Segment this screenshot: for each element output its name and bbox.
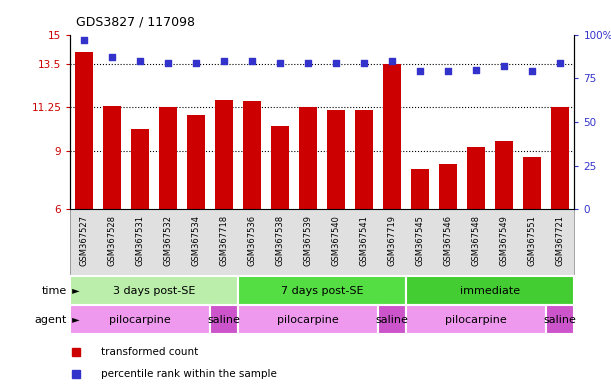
Text: ►: ► <box>69 314 79 325</box>
Point <box>527 68 537 74</box>
Bar <box>271 126 290 209</box>
Point <box>191 60 201 66</box>
Bar <box>496 141 513 209</box>
Text: GSM367528: GSM367528 <box>108 215 117 266</box>
Bar <box>215 99 233 209</box>
Bar <box>523 157 541 209</box>
Point <box>136 58 145 64</box>
Text: saline: saline <box>376 314 409 325</box>
Bar <box>411 169 430 209</box>
Bar <box>238 276 406 305</box>
Text: GSM367551: GSM367551 <box>528 215 537 265</box>
Text: ►: ► <box>69 286 79 296</box>
Text: GSM367536: GSM367536 <box>248 215 257 266</box>
Text: GSM367538: GSM367538 <box>276 215 285 266</box>
Bar <box>327 110 345 209</box>
Text: GSM367546: GSM367546 <box>444 215 453 266</box>
Text: GSM367719: GSM367719 <box>388 215 397 266</box>
Text: GSM367718: GSM367718 <box>220 215 229 266</box>
Bar <box>383 64 401 209</box>
Bar <box>355 110 373 209</box>
Point <box>219 58 229 64</box>
Text: GSM367534: GSM367534 <box>192 215 201 266</box>
Text: GSM367545: GSM367545 <box>416 215 425 265</box>
Text: pilocarpine: pilocarpine <box>277 314 339 325</box>
Bar <box>70 305 210 334</box>
Text: immediate: immediate <box>460 286 521 296</box>
Point <box>108 54 117 60</box>
Point <box>415 68 425 74</box>
Bar <box>243 101 262 209</box>
Bar <box>70 276 238 305</box>
Text: saline: saline <box>544 314 577 325</box>
Point <box>444 68 453 74</box>
Bar <box>551 108 569 209</box>
Text: GSM367721: GSM367721 <box>556 215 565 266</box>
Text: pilocarpine: pilocarpine <box>445 314 507 325</box>
Text: saline: saline <box>208 314 241 325</box>
Point <box>276 60 285 66</box>
Text: transformed count: transformed count <box>101 346 198 357</box>
Bar <box>467 147 485 209</box>
Text: GSM367539: GSM367539 <box>304 215 313 266</box>
Text: GSM367527: GSM367527 <box>80 215 89 266</box>
Text: GSM367531: GSM367531 <box>136 215 145 266</box>
Bar <box>299 108 317 209</box>
Point <box>247 58 257 64</box>
Bar <box>546 305 574 334</box>
Point <box>472 66 481 73</box>
Bar <box>187 115 205 209</box>
Bar <box>75 52 93 209</box>
Text: GSM367549: GSM367549 <box>500 215 509 265</box>
Text: percentile rank within the sample: percentile rank within the sample <box>101 369 277 379</box>
Text: GDS3827 / 117098: GDS3827 / 117098 <box>76 16 196 29</box>
Point <box>163 60 173 66</box>
Bar <box>406 305 546 334</box>
Text: GSM367540: GSM367540 <box>332 215 341 265</box>
Text: agent: agent <box>35 314 67 325</box>
Bar <box>378 305 406 334</box>
Point <box>555 60 565 66</box>
Bar <box>131 129 149 209</box>
Point <box>304 60 313 66</box>
Text: GSM367548: GSM367548 <box>472 215 481 266</box>
Point <box>79 37 89 43</box>
Text: GSM367532: GSM367532 <box>164 215 173 266</box>
Bar <box>439 164 458 209</box>
Point <box>499 63 509 69</box>
Text: GSM367541: GSM367541 <box>360 215 369 265</box>
Bar <box>238 305 378 334</box>
Text: pilocarpine: pilocarpine <box>109 314 171 325</box>
Point <box>359 60 369 66</box>
Bar <box>210 305 238 334</box>
Text: time: time <box>42 286 67 296</box>
Point <box>331 60 341 66</box>
Text: 3 days post-SE: 3 days post-SE <box>113 286 196 296</box>
Bar <box>406 276 574 305</box>
Point <box>387 58 397 64</box>
Bar <box>159 108 177 209</box>
Text: 7 days post-SE: 7 days post-SE <box>281 286 364 296</box>
Bar <box>103 106 122 209</box>
